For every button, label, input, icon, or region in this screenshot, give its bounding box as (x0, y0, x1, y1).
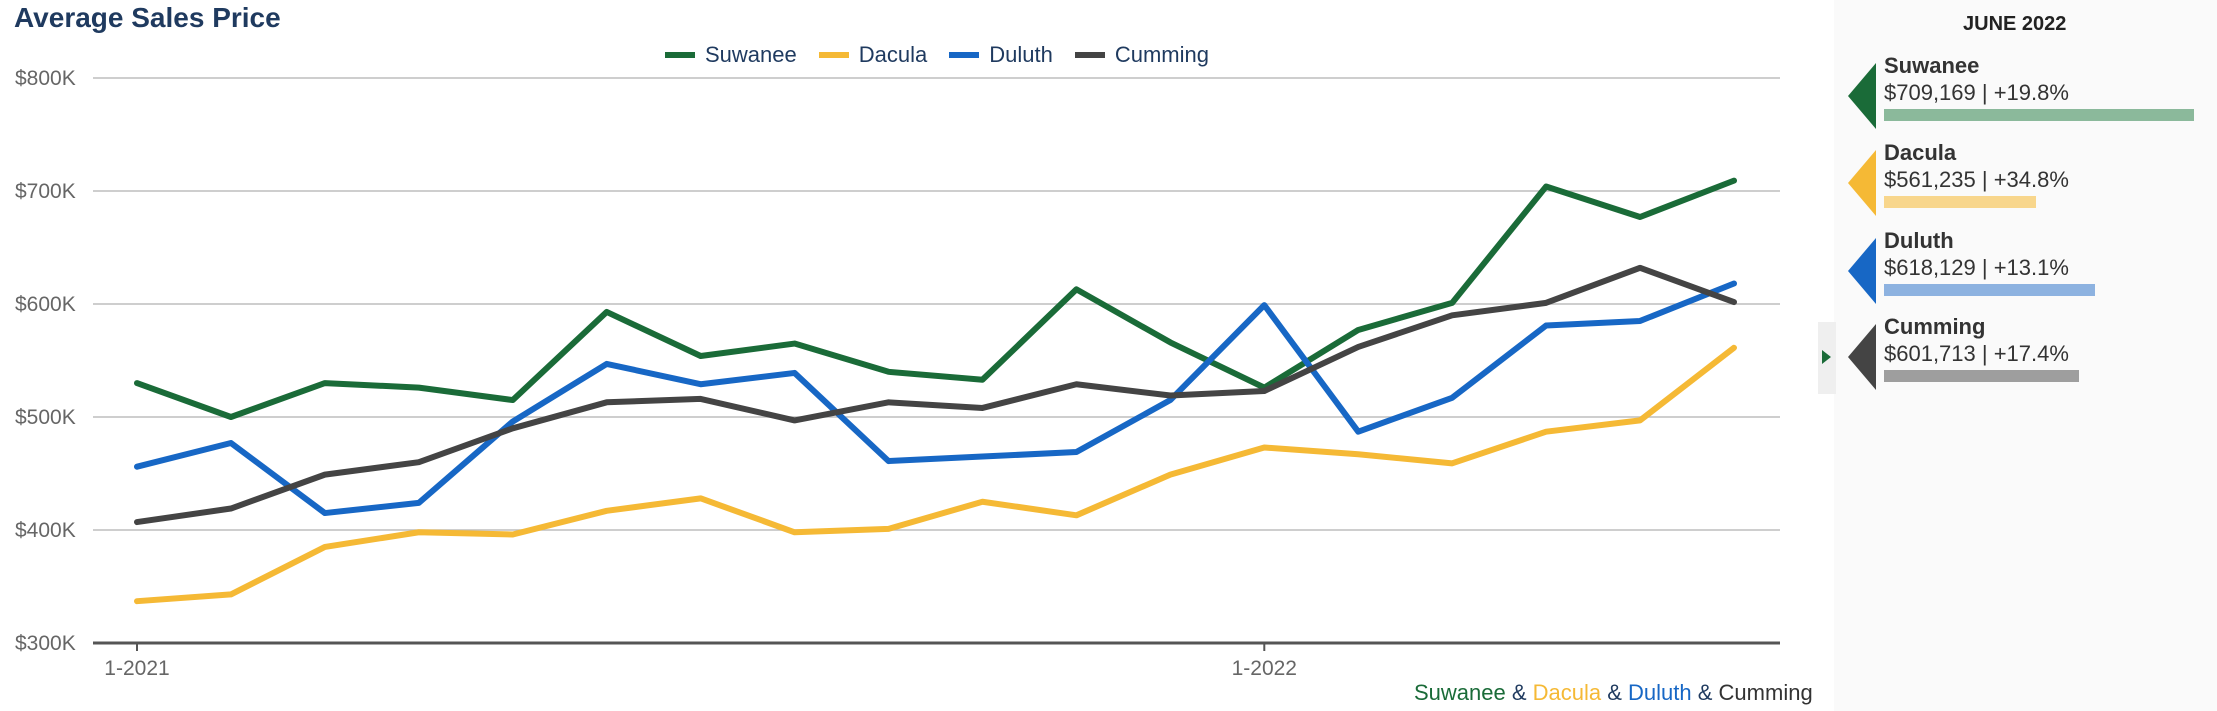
x-tick-label: 1-2021 (104, 657, 169, 680)
card-price-change: $709,169 | +19.8% (1884, 80, 2069, 105)
footer-city-duluth: Duluth (1628, 680, 1692, 705)
series-line-suwanee (134, 177, 1737, 420)
triangle-marker-icon (1848, 63, 1876, 129)
legend-label: Duluth (989, 42, 1053, 67)
legend-label: Suwanee (705, 42, 797, 67)
caret-right-icon (1822, 350, 1831, 364)
card-price-bar (1884, 370, 2079, 382)
triangle-marker-icon (1848, 324, 1876, 390)
card-price-change: $618,129 | +13.1% (1884, 255, 2069, 280)
footer-city-cumming: Cumming (1718, 680, 1813, 705)
y-tick-label: $500K (15, 406, 76, 429)
legend-swatch (818, 52, 849, 58)
panel-month-label: JUNE 2022 (1963, 13, 2067, 35)
y-tick-label: $700K (15, 180, 76, 203)
y-tick-label: $400K (15, 519, 76, 542)
y-tick-label: $800K (15, 67, 76, 90)
legend-swatch (949, 52, 980, 58)
city-card-cumming[interactable]: Cumming $601,713 | +17.4% (1848, 314, 2208, 390)
card-city-name: Duluth (1884, 228, 1954, 253)
legend-item-suwanee[interactable]: Suwanee (665, 42, 797, 68)
city-card-duluth[interactable]: Duluth $618,129 | +13.1% (1848, 228, 2208, 304)
series-line-dacula (134, 344, 1737, 605)
legend-item-dacula[interactable]: Dacula (818, 42, 928, 68)
card-price-bar (1884, 109, 2194, 121)
footer-separator: & (1505, 680, 1533, 705)
card-city-name: Cumming (1884, 314, 1986, 339)
y-tick-label: $600K (15, 293, 76, 316)
card-city-name: Suwanee (1884, 53, 1980, 78)
footer-city-list: Suwanee & Dacula & Duluth & Cumming (1414, 680, 1813, 706)
city-card-dacula[interactable]: Dacula $561,235 | +34.8% (1848, 140, 2208, 216)
card-price-change: $601,713 | +17.4% (1884, 341, 2069, 366)
y-tick-label: $300K (15, 632, 76, 655)
x-tick-label: 1-2022 (1232, 657, 1297, 680)
legend-label: Cumming (1114, 42, 1209, 67)
series-line-duluth (134, 280, 1737, 517)
chart-legend: Suwanee Dacula Duluth Cumming (665, 42, 1209, 68)
triangle-marker-icon (1848, 238, 1876, 304)
footer-separator: & (1691, 680, 1719, 705)
footer-city-suwanee: Suwanee (1414, 680, 1506, 705)
legend-item-duluth[interactable]: Duluth (949, 42, 1053, 68)
city-card-suwanee[interactable]: Suwanee $709,169 | +19.8% (1848, 53, 2208, 129)
series-line-cumming (134, 264, 1737, 526)
footer-separator: & (1601, 680, 1629, 705)
panel-collapse-handle[interactable] (1818, 322, 1836, 394)
card-price-bar (1884, 284, 2095, 296)
legend-swatch (1074, 52, 1105, 58)
triangle-marker-icon (1848, 150, 1876, 216)
chart-title: Average Sales Price (14, 2, 281, 33)
legend-swatch (665, 52, 695, 58)
legend-label: Dacula (858, 42, 928, 67)
legend-item-cumming[interactable]: Cumming (1074, 42, 1209, 68)
line-chart: $300K $400K $500K $600K $700K $800K 1-2021 1-20… (15, 67, 1780, 680)
footer-city-dacula: Dacula (1532, 680, 1602, 705)
card-price-change: $561,235 | +34.8% (1884, 167, 2069, 192)
card-price-bar (1884, 196, 2036, 208)
card-city-name: Dacula (1884, 140, 1957, 165)
